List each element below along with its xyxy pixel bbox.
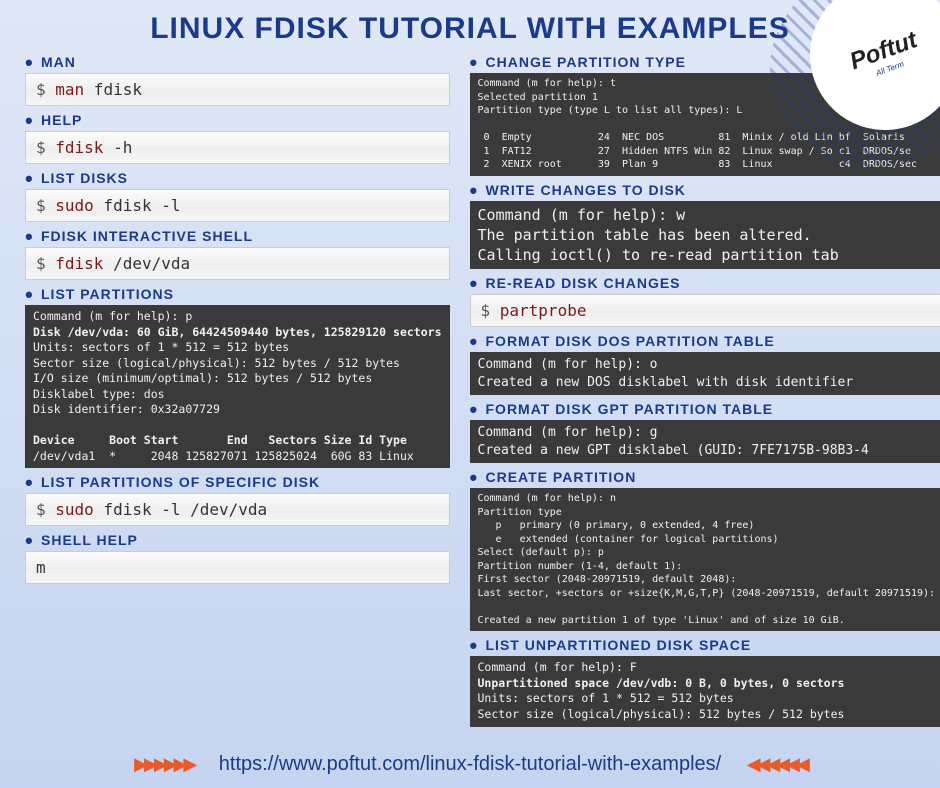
section-heading: HELP bbox=[25, 112, 450, 128]
arrows-right-icon: ◀◀◀◀◀◀ bbox=[747, 754, 806, 775]
section-heading: FORMAT DISK DOS PARTITION TABLE bbox=[470, 333, 940, 349]
terminal-dark: Command (m for help): n Partition type p… bbox=[470, 488, 940, 631]
command: fdisk bbox=[55, 138, 103, 157]
section-heading: FDISK INTERACTIVE SHELL bbox=[25, 228, 450, 244]
section: LIST DISKS $ sudo fdisk -l bbox=[25, 170, 450, 222]
section-heading: LIST UNPARTITIONED DISK SPACE bbox=[470, 637, 940, 653]
section-heading: LIST DISKS bbox=[25, 170, 450, 186]
section: SHELL HELP m bbox=[25, 532, 450, 584]
command: sudo bbox=[55, 500, 94, 519]
command-args: fdisk -l bbox=[94, 196, 181, 215]
section: FORMAT DISK DOS PARTITION TABLE Command (… bbox=[470, 333, 940, 395]
command-args: -h bbox=[103, 138, 132, 157]
section-heading: WRITE CHANGES TO DISK bbox=[470, 182, 940, 198]
prompt: $ bbox=[36, 138, 55, 157]
section: MAN $ man fdisk bbox=[25, 54, 450, 106]
command-args: fdisk -l /dev/vda bbox=[94, 500, 267, 519]
section-heading: RE-READ DISK CHANGES bbox=[470, 275, 940, 291]
prompt: $ bbox=[36, 196, 55, 215]
terminal-light: m bbox=[25, 551, 450, 584]
terminal-light: $ man fdisk bbox=[25, 73, 450, 106]
command-args: fdisk bbox=[84, 80, 142, 99]
prompt: $ bbox=[36, 500, 55, 519]
section-heading: FORMAT DISK GPT PARTITION TABLE bbox=[470, 401, 940, 417]
terminal-dark: Command (m for help): w The partition ta… bbox=[470, 201, 940, 270]
command: fdisk bbox=[55, 254, 103, 273]
terminal-light: $ sudo fdisk -l bbox=[25, 189, 450, 222]
footer: ▶▶▶▶▶▶ https://www.poftut.com/linux-fdis… bbox=[0, 753, 940, 776]
section: LIST PARTITIONS Command (m for help): p D… bbox=[25, 286, 450, 468]
section-heading: LIST PARTITIONS OF SPECIFIC DISK bbox=[25, 474, 450, 490]
section-heading: LIST PARTITIONS bbox=[25, 286, 450, 302]
command-args: m bbox=[36, 558, 46, 577]
command: sudo bbox=[55, 196, 94, 215]
section-heading: MAN bbox=[25, 54, 450, 70]
section-heading: CREATE PARTITION bbox=[470, 469, 940, 485]
left-column: MAN $ man fdisk HELP $ fdisk -h LIST DISKS $ … bbox=[15, 54, 460, 733]
terminal-dark: Command (m for help): g Created a new GP… bbox=[470, 420, 940, 463]
arrows-left-icon: ▶▶▶▶▶▶ bbox=[134, 754, 193, 775]
section-heading: SHELL HELP bbox=[25, 532, 450, 548]
terminal-light: $ sudo fdisk -l /dev/vda bbox=[25, 493, 450, 526]
section: WRITE CHANGES TO DISK Command (m for help… bbox=[470, 182, 940, 270]
footer-url[interactable]: https://www.poftut.com/linux-fdisk-tutor… bbox=[219, 753, 721, 776]
section: CREATE PARTITION Command (m for help): n … bbox=[470, 469, 940, 631]
prompt: $ bbox=[36, 254, 55, 273]
section: FORMAT DISK GPT PARTITION TABLE Command (… bbox=[470, 401, 940, 463]
prompt: $ bbox=[481, 301, 500, 320]
command: man bbox=[55, 80, 84, 99]
terminal-dark: Command (m for help): F Unpartitioned sp… bbox=[470, 656, 940, 726]
section: LIST PARTITIONS OF SPECIFIC DISK $ sudo f… bbox=[25, 474, 450, 526]
command: partprobe bbox=[500, 301, 587, 320]
content-columns: MAN $ man fdisk HELP $ fdisk -h LIST DISKS $ … bbox=[0, 54, 940, 733]
terminal-light: $ fdisk /dev/vda bbox=[25, 247, 450, 280]
prompt: $ bbox=[36, 80, 55, 99]
command-args: /dev/vda bbox=[103, 254, 190, 273]
terminal-dark: Command (m for help): p Disk /dev/vda: 6… bbox=[25, 305, 450, 468]
section: FDISK INTERACTIVE SHELL $ fdisk /dev/vda bbox=[25, 228, 450, 280]
terminal-dark: Command (m for help): o Created a new DO… bbox=[470, 352, 940, 395]
section: RE-READ DISK CHANGES $ partprobe bbox=[470, 275, 940, 327]
terminal-light: $ partprobe bbox=[470, 294, 940, 327]
section: HELP $ fdisk -h bbox=[25, 112, 450, 164]
terminal-light: $ fdisk -h bbox=[25, 131, 450, 164]
section: LIST UNPARTITIONED DISK SPACE Command (m … bbox=[470, 637, 940, 726]
